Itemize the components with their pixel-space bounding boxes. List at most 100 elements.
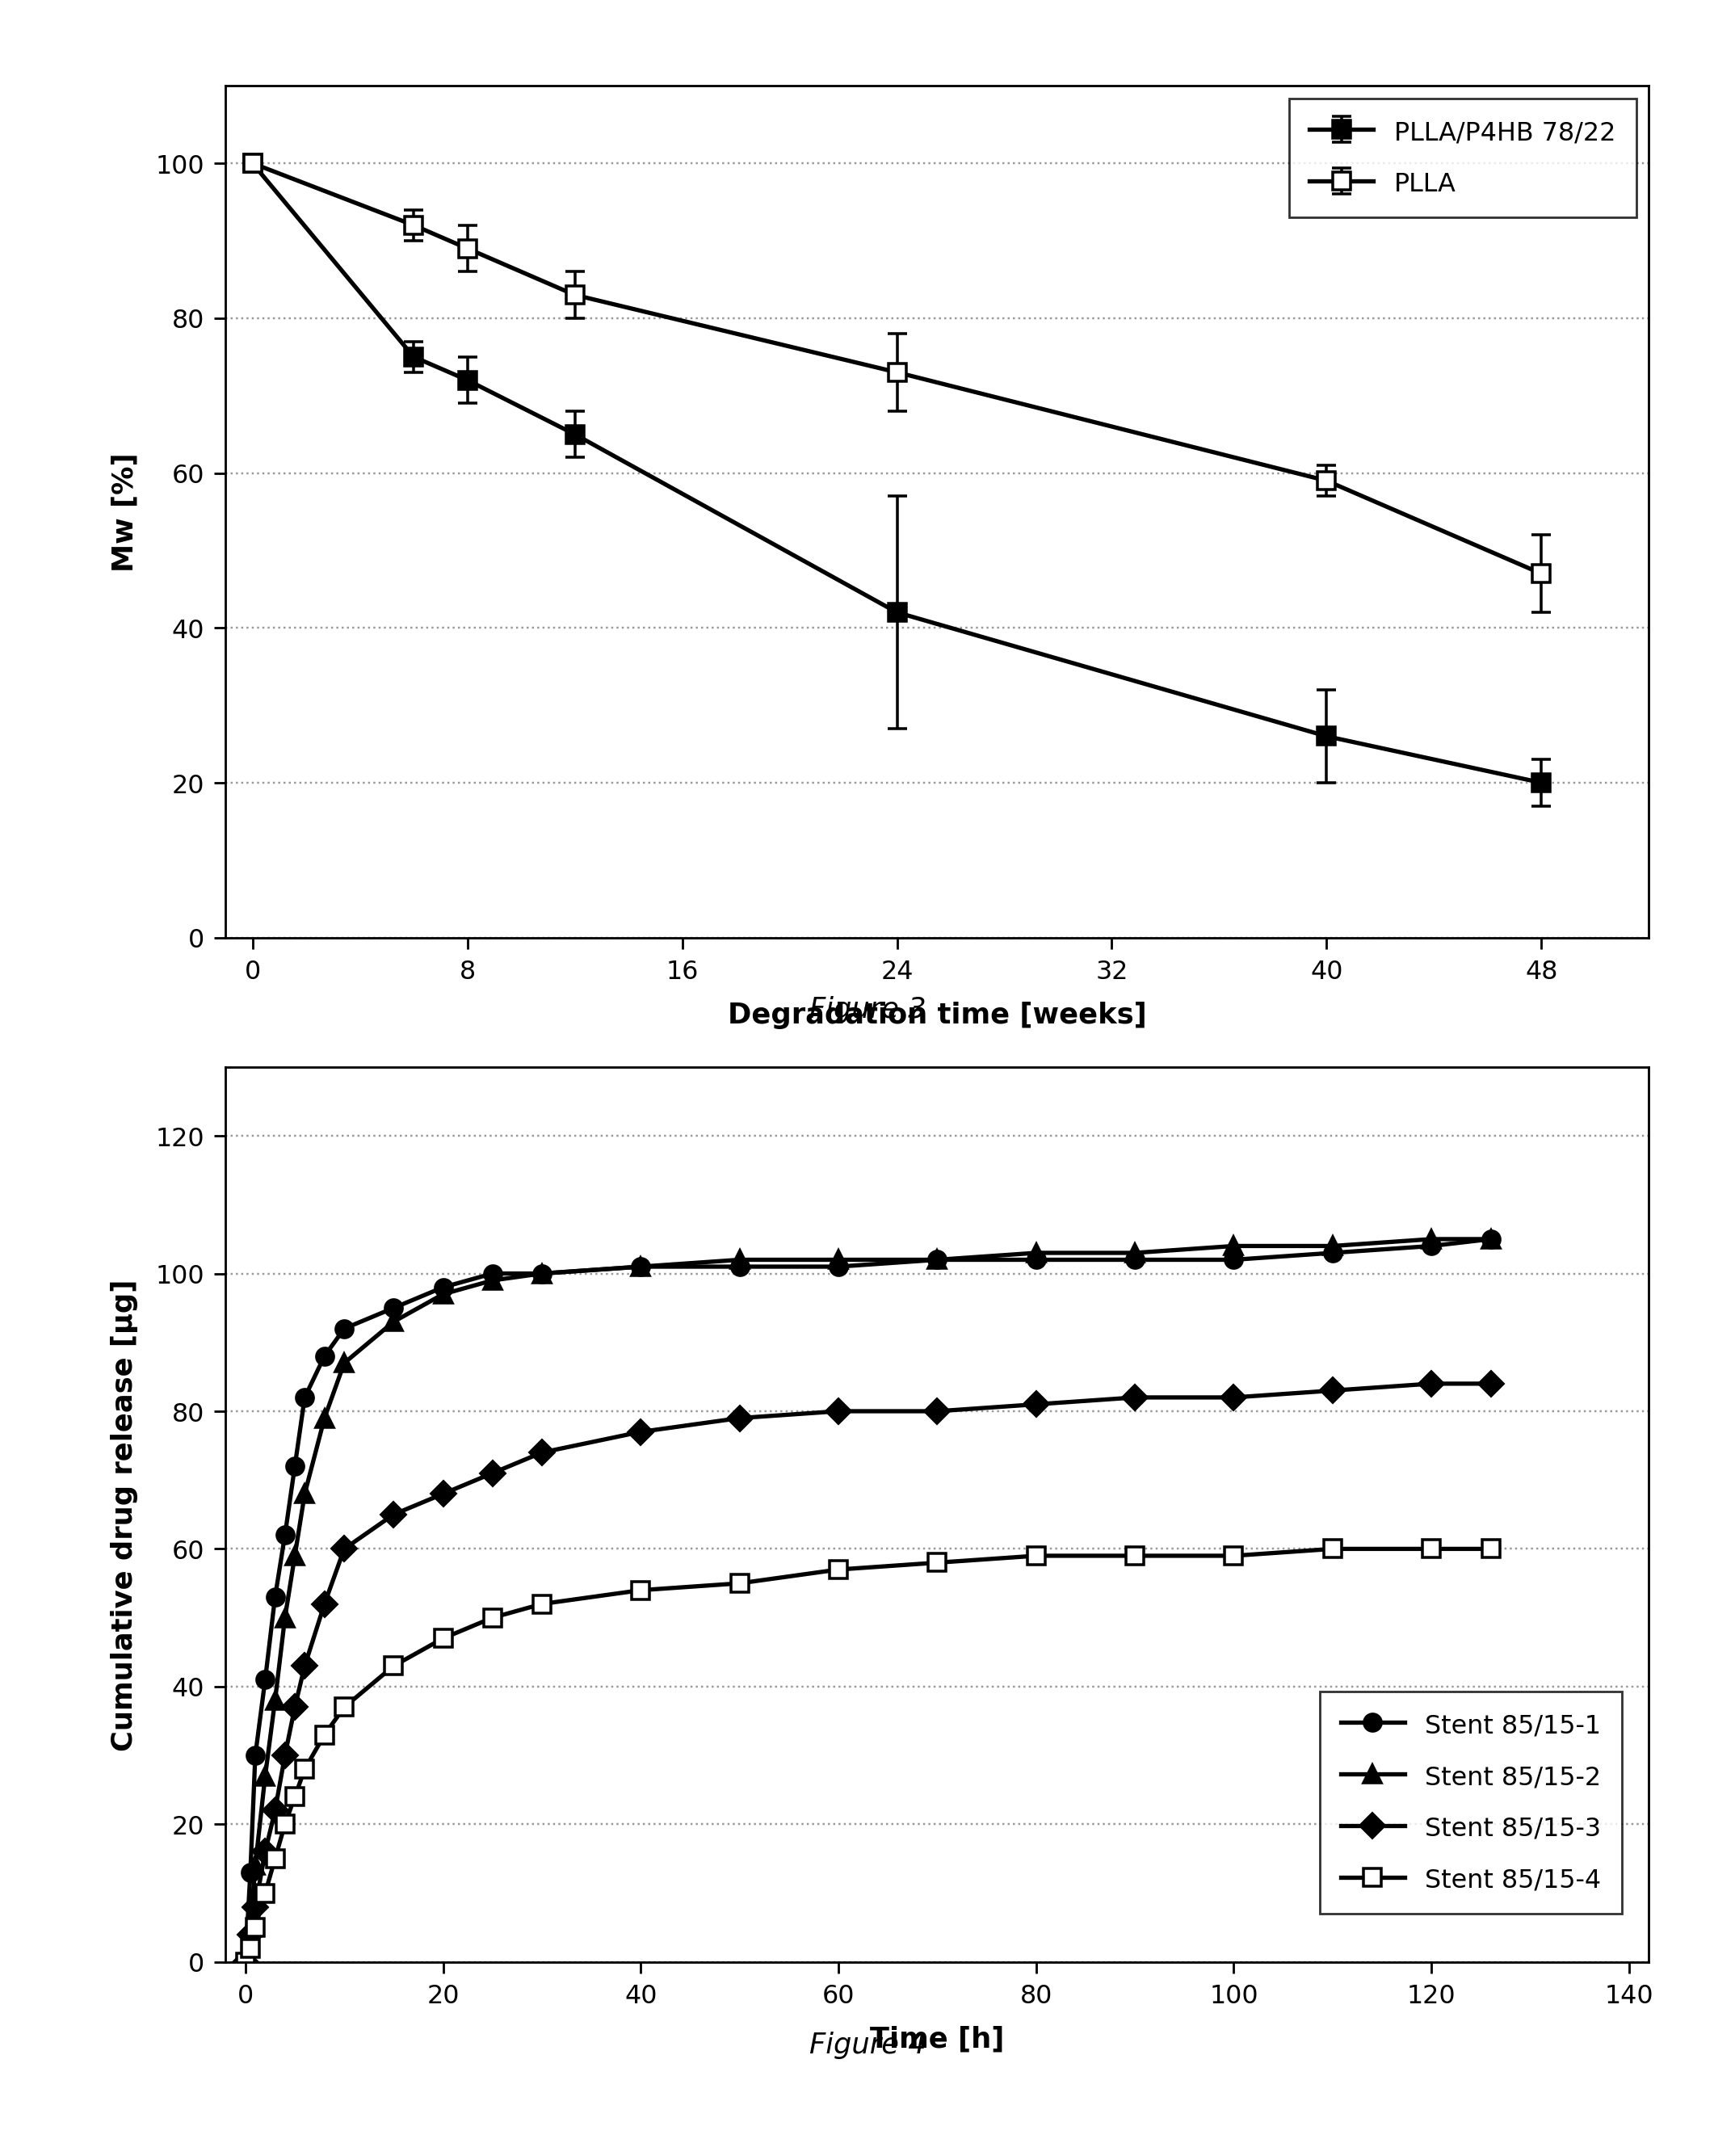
- Y-axis label: Cumulative drug release [µg]: Cumulative drug release [µg]: [111, 1279, 139, 1751]
- Stent 85/15-2: [333, 1350, 354, 1376]
- Stent 85/15-4: [264, 1846, 285, 1871]
- Stent 85/15-3: [314, 1591, 335, 1617]
- Stent 85/15-1: [482, 1261, 503, 1287]
- Stent 85/15-3: [432, 1481, 453, 1507]
- Stent 85/15-1: [274, 1522, 295, 1548]
- Stent 85/15-4: [630, 1578, 651, 1604]
- Stent 85/15-3: [1124, 1384, 1145, 1410]
- Stent 85/15-3: [295, 1654, 316, 1680]
- Stent 85/15-1: [1124, 1246, 1145, 1272]
- Stent 85/15-1: [729, 1255, 750, 1281]
- Stent 85/15-2: [729, 1246, 750, 1272]
- Stent 85/15-3: [729, 1406, 750, 1432]
- Stent 85/15-2: [1421, 1227, 1442, 1253]
- Stent 85/15-3: [828, 1399, 848, 1425]
- Stent 85/15-3: [1480, 1371, 1501, 1397]
- Stent 85/15-1: [255, 1667, 276, 1692]
- Y-axis label: Mw [%]: Mw [%]: [111, 453, 139, 571]
- Stent 85/15-3: [630, 1419, 651, 1445]
- Stent 85/15-2: [1480, 1227, 1501, 1253]
- Stent 85/15-1: [630, 1255, 651, 1281]
- Stent 85/15-3: [255, 1839, 276, 1865]
- Stent 85/15-2: [255, 1764, 276, 1789]
- Stent 85/15-1: [926, 1246, 947, 1272]
- Stent 85/15-1: [245, 1742, 265, 1768]
- Text: Figure 4: Figure 4: [809, 2031, 926, 2059]
- Stent 85/15-4: [1322, 1535, 1343, 1561]
- Stent 85/15-1: [285, 1453, 305, 1479]
- Stent 85/15-4: [245, 1915, 265, 1940]
- Stent 85/15-2: [531, 1261, 552, 1287]
- Stent 85/15-2: [274, 1604, 295, 1630]
- Stent 85/15-4: [1124, 1544, 1145, 1570]
- Stent 85/15-3: [245, 1893, 265, 1919]
- X-axis label: Degradation time [weeks]: Degradation time [weeks]: [727, 1000, 1147, 1028]
- Stent 85/15-2: [1025, 1240, 1046, 1266]
- Stent 85/15-2: [1223, 1233, 1244, 1259]
- Line: Stent 85/15-1: Stent 85/15-1: [236, 1231, 1499, 1971]
- Stent 85/15-4: [482, 1604, 503, 1630]
- Stent 85/15-1: [531, 1261, 552, 1287]
- Stent 85/15-3: [1025, 1391, 1046, 1416]
- Stent 85/15-1: [234, 1949, 255, 1975]
- Stent 85/15-2: [926, 1246, 947, 1272]
- Line: Stent 85/15-3: Stent 85/15-3: [236, 1376, 1499, 1971]
- Stent 85/15-1: [432, 1274, 453, 1300]
- Stent 85/15-4: [1421, 1535, 1442, 1561]
- Stent 85/15-4: [828, 1557, 848, 1583]
- Stent 85/15-2: [245, 1852, 265, 1878]
- Stent 85/15-4: [274, 1811, 295, 1837]
- Stent 85/15-3: [239, 1921, 260, 1947]
- Legend: Stent 85/15-1, Stent 85/15-2, Stent 85/15-3, Stent 85/15-4: Stent 85/15-1, Stent 85/15-2, Stent 85/1…: [1320, 1692, 1620, 1912]
- Stent 85/15-4: [926, 1550, 947, 1576]
- Stent 85/15-3: [333, 1535, 354, 1561]
- Stent 85/15-2: [383, 1309, 404, 1335]
- X-axis label: Time [h]: Time [h]: [869, 2024, 1005, 2053]
- Stent 85/15-1: [1421, 1233, 1442, 1259]
- Stent 85/15-2: [630, 1255, 651, 1281]
- Stent 85/15-2: [264, 1688, 285, 1714]
- Line: Stent 85/15-2: Stent 85/15-2: [236, 1231, 1499, 1971]
- Stent 85/15-4: [295, 1757, 316, 1783]
- Stent 85/15-4: [333, 1695, 354, 1720]
- Stent 85/15-3: [1223, 1384, 1244, 1410]
- Stent 85/15-1: [1223, 1246, 1244, 1272]
- Stent 85/15-3: [1322, 1378, 1343, 1404]
- Stent 85/15-2: [1124, 1240, 1145, 1266]
- Stent 85/15-3: [234, 1949, 255, 1975]
- Stent 85/15-4: [1025, 1544, 1046, 1570]
- Stent 85/15-3: [531, 1440, 552, 1466]
- Stent 85/15-4: [729, 1570, 750, 1595]
- Legend: PLLA/P4HB 78/22, PLLA: PLLA/P4HB 78/22, PLLA: [1289, 99, 1636, 218]
- Stent 85/15-4: [1223, 1544, 1244, 1570]
- Stent 85/15-1: [828, 1255, 848, 1281]
- Stent 85/15-3: [482, 1460, 503, 1485]
- Stent 85/15-1: [1322, 1240, 1343, 1266]
- Stent 85/15-1: [383, 1296, 404, 1322]
- Stent 85/15-3: [264, 1798, 285, 1824]
- Stent 85/15-3: [1421, 1371, 1442, 1397]
- Stent 85/15-4: [1480, 1535, 1501, 1561]
- Stent 85/15-4: [239, 1936, 260, 1962]
- Stent 85/15-2: [828, 1246, 848, 1272]
- Text: Figure 3: Figure 3: [809, 996, 926, 1024]
- Stent 85/15-2: [234, 1949, 255, 1975]
- Stent 85/15-1: [1025, 1246, 1046, 1272]
- Stent 85/15-1: [239, 1858, 260, 1884]
- Stent 85/15-1: [314, 1343, 335, 1369]
- Stent 85/15-2: [285, 1544, 305, 1570]
- Stent 85/15-1: [264, 1585, 285, 1611]
- Stent 85/15-4: [314, 1723, 335, 1749]
- Stent 85/15-2: [239, 1915, 260, 1940]
- Stent 85/15-2: [482, 1268, 503, 1294]
- Stent 85/15-4: [531, 1591, 552, 1617]
- Stent 85/15-4: [285, 1783, 305, 1809]
- Stent 85/15-2: [432, 1281, 453, 1307]
- Line: Stent 85/15-4: Stent 85/15-4: [236, 1539, 1499, 1971]
- Stent 85/15-4: [255, 1880, 276, 1906]
- Stent 85/15-4: [383, 1654, 404, 1680]
- Stent 85/15-4: [234, 1949, 255, 1975]
- Stent 85/15-3: [274, 1742, 295, 1768]
- Stent 85/15-4: [432, 1626, 453, 1651]
- Stent 85/15-3: [926, 1399, 947, 1425]
